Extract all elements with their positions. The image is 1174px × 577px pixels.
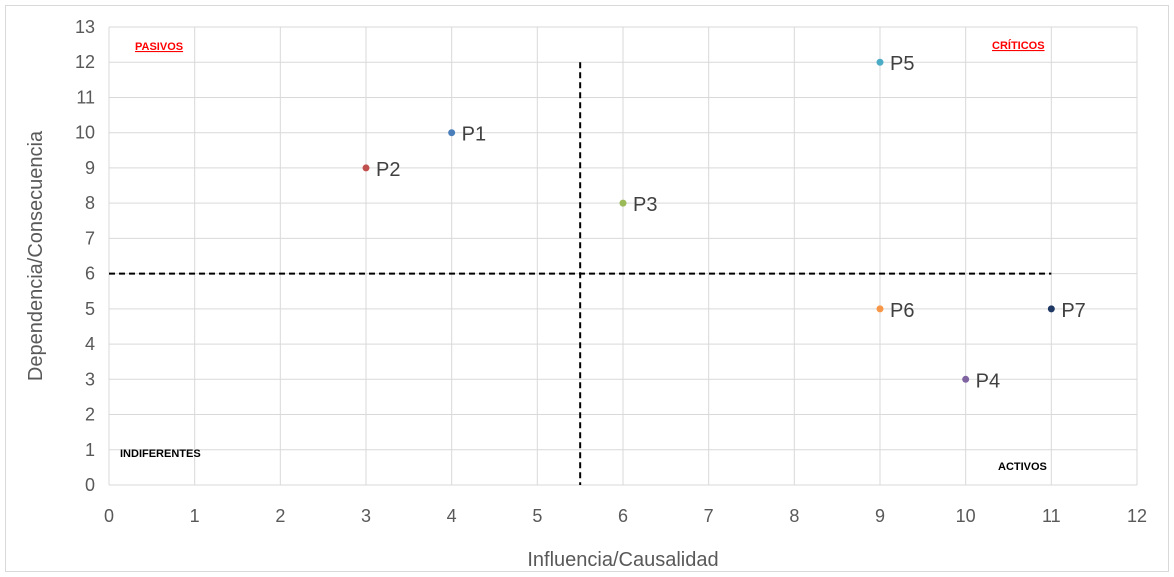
y-tick-label: 9 (85, 158, 95, 178)
x-tick-label: 6 (618, 506, 628, 526)
y-tick-label: 13 (75, 17, 95, 37)
chart-frame (5, 5, 1169, 572)
y-tick-label: 7 (85, 228, 95, 248)
y-tick-label: 10 (75, 123, 95, 143)
data-label-p3: P3 (633, 194, 657, 216)
data-label-p5: P5 (890, 53, 914, 75)
y-tick-label: 6 (85, 264, 95, 284)
x-tick-label: 2 (275, 506, 285, 526)
data-label-p4: P4 (976, 370, 1000, 392)
x-tick-label: 7 (704, 506, 714, 526)
y-tick-label: 1 (85, 440, 95, 460)
y-tick-label: 11 (76, 87, 95, 107)
x-tick-label: 0 (104, 506, 114, 526)
quadrant-label-top-right: CRÍTICOS (992, 39, 1045, 52)
data-point-p4 (962, 375, 970, 383)
y-tick-label: 2 (85, 405, 95, 425)
y-tick-label: 12 (75, 52, 95, 72)
y-tick-label: 4 (85, 334, 95, 354)
data-point-p2 (362, 164, 370, 172)
x-tick-label: 8 (789, 506, 799, 526)
quadrant-label-bottom-left: INDIFERENTES (120, 448, 201, 460)
quadrant-label-bottom-right: ACTIVOS (998, 461, 1047, 473)
x-tick-label: 11 (1042, 506, 1061, 526)
data-label-p1: P1 (462, 124, 486, 146)
data-point-p1 (448, 129, 456, 137)
x-tick-label: 4 (447, 506, 457, 526)
x-tick-label: 5 (532, 506, 542, 526)
data-point-p6 (876, 305, 884, 313)
quadrant-labels: PASIVOS CRÍTICOS INDIFERENTES ACTIVOS (120, 39, 1047, 473)
quadrant-dividers (109, 62, 1052, 485)
data-label-p7: P7 (1061, 300, 1085, 322)
x-tick-label: 12 (1127, 506, 1147, 526)
data-points: P1 P2 P3 P4 P5 P6 P7 (362, 53, 1086, 392)
data-point-p7 (1047, 305, 1055, 313)
data-label-p6: P6 (890, 300, 914, 322)
quadrant-label-top-left: PASIVOS (135, 41, 183, 53)
y-axis-title: Dependencia/Consecuencia (25, 130, 47, 381)
x-tick-label: 1 (190, 506, 200, 526)
y-tick-label: 3 (85, 369, 95, 389)
x-tick-label: 10 (956, 506, 976, 526)
y-tick-label: 5 (85, 299, 95, 319)
data-label-p2: P2 (376, 159, 400, 181)
x-axis-title: Influencia/Causalidad (527, 549, 718, 571)
grid (108, 26, 1138, 486)
x-tick-label: 9 (875, 506, 885, 526)
x-tick-label: 3 (361, 506, 371, 526)
data-point-p3 (619, 199, 627, 207)
y-tick-label: 0 (85, 475, 95, 495)
data-point-p5 (876, 58, 884, 66)
y-tick-label: 8 (85, 193, 95, 213)
